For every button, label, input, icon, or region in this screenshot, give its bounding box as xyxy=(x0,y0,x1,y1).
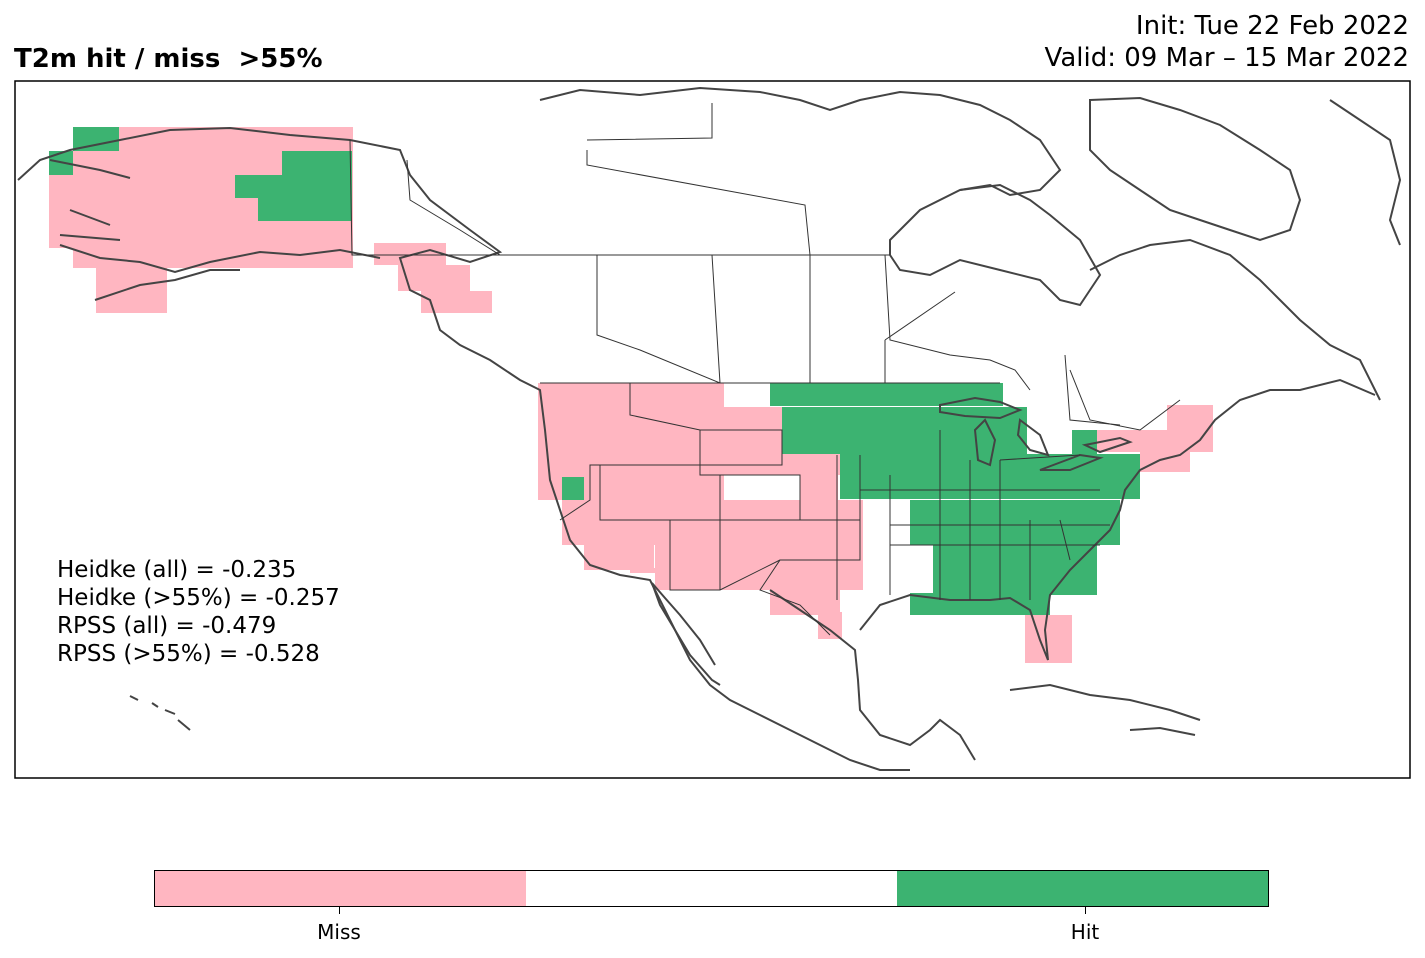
miss-cell xyxy=(584,545,654,570)
miss-cell xyxy=(96,268,167,313)
colorbar-hit xyxy=(897,871,1268,906)
rpss-55: RPSS (>55%) = -0.528 xyxy=(57,641,320,667)
heidke-all: Heidke (all) = -0.235 xyxy=(57,557,297,583)
miss-cell xyxy=(1140,452,1190,472)
miss-cell xyxy=(770,560,840,615)
hit-cell xyxy=(562,477,584,500)
tick-miss xyxy=(339,907,340,914)
miss-cell xyxy=(630,568,660,573)
hit-cell xyxy=(782,407,1027,454)
init-date: Init: Tue 22 Feb 2022 xyxy=(1135,11,1409,41)
hit-cell xyxy=(910,500,1120,545)
political-borders xyxy=(349,103,1181,636)
hit-cell xyxy=(770,383,1003,406)
date-info: Init: Tue 22 Feb 2022 Valid: 09 Mar – 15… xyxy=(1045,10,1409,74)
miss-cell xyxy=(374,243,446,265)
hit-cell xyxy=(282,151,352,221)
miss-cell xyxy=(562,500,658,545)
hit-cell xyxy=(933,545,1097,595)
valid-range: Valid: 09 Mar – 15 Mar 2022 xyxy=(1044,43,1409,73)
map-title: T2m hit / miss >55% xyxy=(14,44,323,74)
heidke-55: Heidke (>55%) = -0.257 xyxy=(57,585,340,611)
label-miss: Miss xyxy=(317,920,361,944)
miss-cell xyxy=(421,291,492,313)
hit-cell xyxy=(258,198,282,221)
colorbar xyxy=(154,870,1269,907)
map-frame xyxy=(14,80,1411,779)
label-hit: Hit xyxy=(1070,920,1100,944)
verification-cells xyxy=(49,127,1213,663)
hit-cell xyxy=(910,593,1050,615)
colorbar-neutral xyxy=(526,871,897,906)
rpss-all: RPSS (all) = -0.479 xyxy=(57,613,277,639)
miss-cell xyxy=(1167,405,1213,452)
colorbar-miss xyxy=(155,871,526,906)
skill-scores: Heidke (all) = -0.235 Heidke (>55%) = -0… xyxy=(57,556,340,668)
tick-hit xyxy=(1085,907,1086,914)
hit-cell xyxy=(235,175,282,198)
coastlines xyxy=(17,86,1402,771)
